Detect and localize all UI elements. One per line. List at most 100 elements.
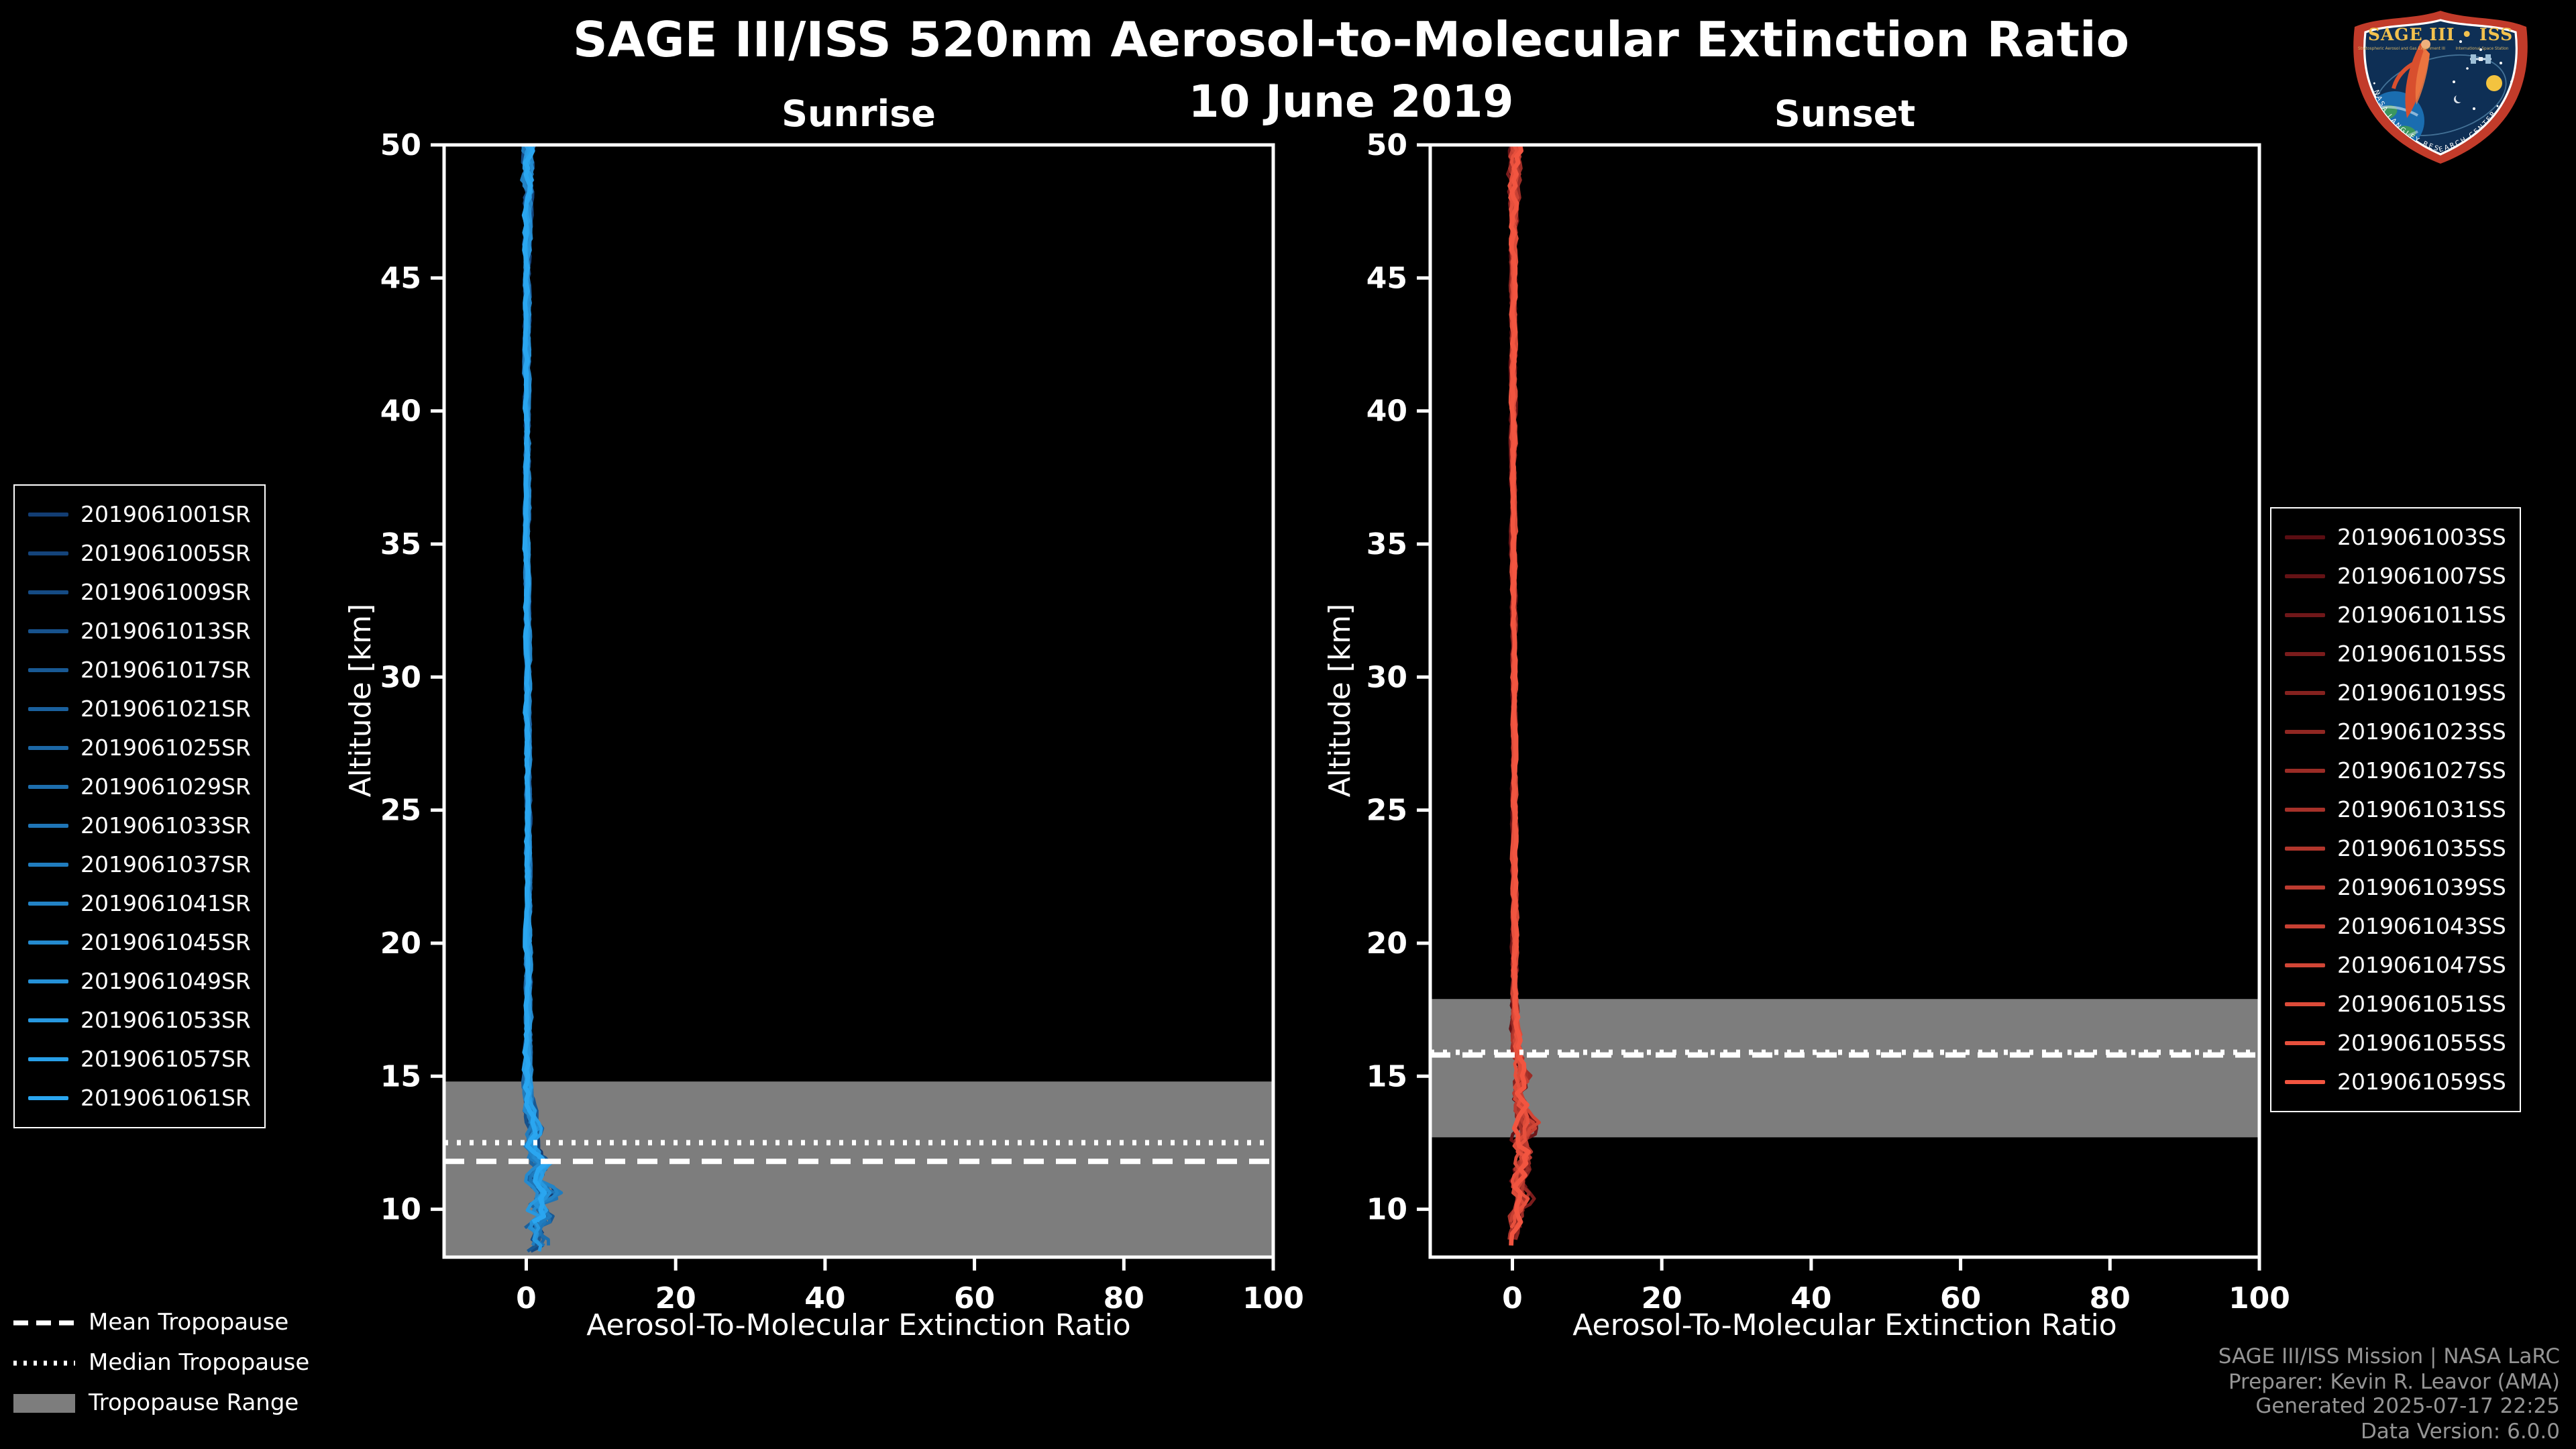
legend-item: 2019061025SR (28, 729, 251, 767)
legend-item: 2019061015SS (2285, 635, 2506, 674)
tropopause-legend-item: Tropopause Range (13, 1390, 309, 1417)
attribution-line: SAGE III/ISS Mission | NASA LaRC (2218, 1344, 2560, 1368)
legend-item: 2019061019SS (2285, 674, 2506, 712)
legend-item: 2019061057SR (28, 1040, 251, 1079)
dotted-line-sample (13, 1360, 75, 1366)
attribution-line: Data Version: 6.0.0 (2360, 1419, 2560, 1443)
y-axis-label-sunset: Altitude [km] (1324, 603, 1358, 798)
legend-label: 2019061049SR (80, 969, 251, 994)
legend-item: 2019061049SR (28, 962, 251, 1001)
legend-label: 2019061029SR (80, 774, 251, 800)
legend-item: 2019061017SR (28, 651, 251, 690)
legend-item: 2019061003SS (2285, 518, 2506, 557)
legend-line-swatch (28, 590, 68, 594)
y-tick-label: 40 (380, 394, 421, 429)
y-tick-label: 10 (380, 1193, 421, 1227)
legend-item: 2019061061SR (28, 1079, 251, 1118)
legend-line-swatch (28, 1018, 68, 1022)
legend-line-swatch (2285, 963, 2325, 967)
legend-item: 2019061055SS (2285, 1024, 2506, 1063)
x-axis-label-sunset: Aerosol-To-Molecular Extinction Ratio (1572, 1309, 2117, 1343)
x-tick-label: 100 (1242, 1281, 1304, 1316)
y-tick-label: 45 (1366, 261, 1407, 295)
y-tick-label: 15 (1366, 1059, 1407, 1093)
sunrise-series-legend: 2019061001SR 2019061005SR 2019061009SR 2019… (13, 484, 266, 1128)
legend-item: 2019061035SS (2285, 829, 2506, 868)
legend-label: 2019061055SS (2337, 1030, 2506, 1056)
legend-line-swatch (2285, 769, 2325, 773)
attribution-block: SAGE III/ISS Mission | NASA LaRC Preparer… (2218, 1344, 2560, 1444)
legend-label: 2019061031SS (2337, 797, 2506, 822)
legend-item: 2019061001SR (28, 495, 251, 534)
y-tick-label: 45 (380, 261, 421, 295)
legend-label: 2019061041SR (80, 891, 251, 916)
legend-line-swatch (28, 551, 68, 555)
legend-label: 2019061001SR (80, 502, 251, 527)
dashed-line-sample (13, 1320, 75, 1326)
x-tick-label: 60 (954, 1281, 995, 1316)
legend-line-swatch (2285, 1041, 2325, 1045)
legend-label: 2019061037SR (80, 852, 251, 877)
legend-label: 2019061003SS (2337, 525, 2506, 550)
x-tick-label: 100 (2229, 1281, 2290, 1316)
x-tick-label: 80 (2090, 1281, 2131, 1316)
legend-line-swatch (2285, 885, 2325, 890)
legend-line-swatch (2285, 1080, 2325, 1084)
iss-icon (2470, 54, 2491, 64)
date-subtitle: 10 June 2019 (1188, 75, 1514, 127)
legend-line-swatch (2285, 691, 2325, 695)
legend-item: 2019061013SR (28, 612, 251, 651)
legend-line-swatch (2285, 847, 2325, 851)
tropopause-range-band (1430, 999, 2259, 1138)
x-tick-label: 0 (1502, 1281, 1523, 1316)
legend-line-swatch (2285, 613, 2325, 617)
legend-label: 2019061027SS (2337, 758, 2506, 784)
legend-label: 2019061033SR (80, 813, 251, 839)
y-axis-label-sunrise: Altitude [km] (345, 603, 378, 798)
legend-item: 2019061009SR (28, 573, 251, 612)
legend-line-swatch (2285, 1002, 2325, 1006)
logo-subtitle-left: Stratospheric Aerosol and Gas Experiment… (2358, 47, 2445, 51)
legend-line-swatch (2285, 808, 2325, 812)
legend-item: 2019061005SR (28, 534, 251, 573)
profile-line (1509, 145, 1532, 1246)
legend-line-swatch (28, 863, 68, 867)
legend-label: 2019061051SS (2337, 991, 2506, 1017)
legend-item: 2019061037SR (28, 845, 251, 884)
y-tick-label: 30 (380, 660, 421, 694)
y-tick-label: 25 (1366, 794, 1407, 828)
y-tick-label: 35 (1366, 527, 1407, 561)
panel-title-sunrise: Sunrise (782, 94, 936, 136)
legend-label: 2019061047SS (2337, 953, 2506, 978)
x-tick-label: 80 (1104, 1281, 1144, 1316)
legend-label: 2019061013SR (80, 619, 251, 644)
legend-label: 2019061035SS (2337, 836, 2506, 861)
logo-subtitle-right: International Space Station (2456, 47, 2509, 51)
legend-label: 2019061017SR (80, 657, 251, 683)
patch-line-sample (13, 1394, 75, 1413)
legend-label: 2019061009SR (80, 580, 251, 605)
x-axis-label-sunrise: Aerosol-To-Molecular Extinction Ratio (586, 1309, 1131, 1343)
sunset-series-legend: 2019061003SS 2019061007SS 2019061011SS 2019… (2270, 507, 2521, 1112)
legend-item: 2019061043SS (2285, 907, 2506, 946)
sun-goddess-icon (2392, 40, 2430, 118)
sunrise-plot: 10 15 20 25 30 35 40 45 50 0 20 40 60 80 100 (380, 128, 1304, 1316)
plot-svg: 10 15 20 25 30 35 40 45 50 0 20 40 60 80 100 (380, 128, 1304, 1316)
legend-line-swatch (2285, 730, 2325, 734)
plot-svg: 10 15 20 25 30 35 40 45 50 0 20 40 60 80 100 (1366, 128, 2290, 1316)
y-tick-label: 40 (1366, 394, 1407, 429)
legend-line-swatch (28, 902, 68, 906)
legend-line-swatch (28, 979, 68, 983)
legend-item: 2019061029SR (28, 767, 251, 806)
legend-line-swatch (28, 785, 68, 789)
main-title: SAGE III/ISS 520nm Aerosol-to-Molecular … (572, 13, 2130, 68)
tropopause-legend-label: Median Tropopause (89, 1350, 310, 1377)
profile-line (521, 145, 548, 1224)
legend-label: 2019061019SS (2337, 680, 2506, 706)
attribution-line: Generated 2025-07-17 22:25 (2255, 1394, 2560, 1418)
y-tick-label: 50 (1366, 128, 1407, 162)
legend-label: 2019061059SS (2337, 1069, 2506, 1095)
legend-item: 2019061039SS (2285, 868, 2506, 907)
legend-item: 2019061047SS (2285, 946, 2506, 985)
